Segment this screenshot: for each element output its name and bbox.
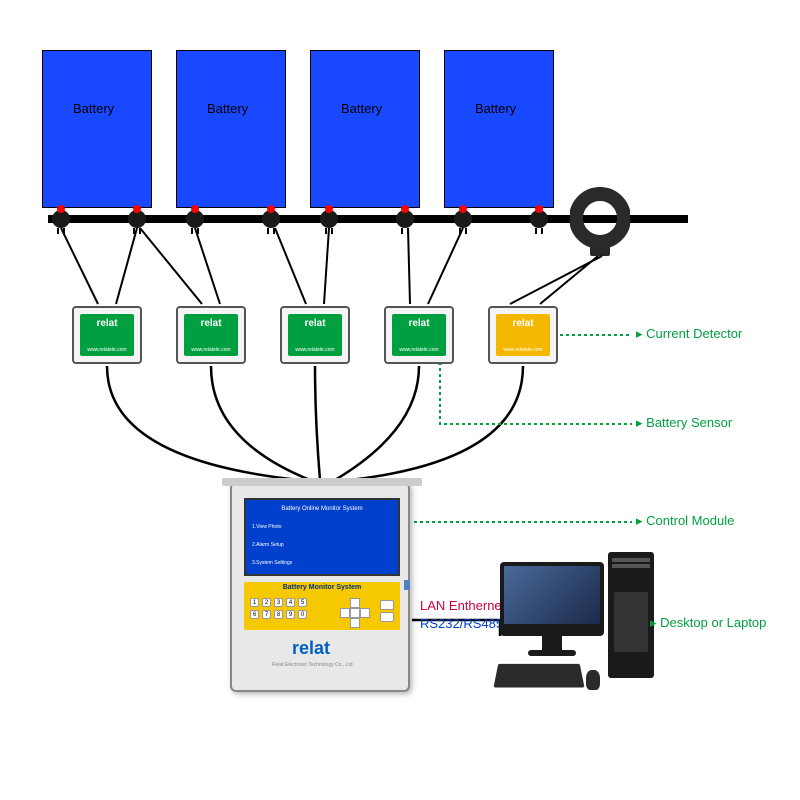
- callout-desktop: ▸ Desktop or Laptop: [650, 615, 766, 631]
- sensor-url: www.relatele.com: [184, 347, 238, 353]
- callout-control-module: ▸ Control Module: [636, 513, 734, 529]
- terminal-dot: [133, 205, 141, 213]
- sensor-url: www.relatele.com: [80, 347, 134, 353]
- sensor-brand: relat: [80, 314, 134, 329]
- keyboard-icon: [494, 664, 585, 688]
- battery-3-label: Battery: [341, 101, 382, 116]
- control-module-keypad: Battery Monitor System 1 2 3 4 5 6 7 8 9…: [244, 582, 400, 630]
- terminal-dot: [267, 205, 275, 213]
- terminal-dot: [535, 205, 543, 213]
- terminal-dot: [191, 205, 199, 213]
- sensor-url: www.relatele.com: [496, 347, 550, 353]
- diagram-canvas: Battery Battery Battery Battery: [0, 0, 800, 800]
- keypad-8[interactable]: 8: [274, 610, 283, 619]
- callout-text: Desktop or Laptop: [660, 615, 766, 630]
- control-module-brand-sub: Relat Electronic Technology Co., Ltd: [272, 662, 353, 668]
- keypad-0[interactable]: 0: [298, 610, 307, 619]
- keypad-6[interactable]: 6: [250, 610, 259, 619]
- screen-title: Battery Online Monitor System: [246, 500, 398, 518]
- battery-sensor-4: relat www.relatele.com: [384, 306, 454, 364]
- callout-current-detector: ▸ Current Detector: [636, 326, 742, 342]
- keypad-9[interactable]: 9: [286, 610, 295, 619]
- callout-text: Control Module: [646, 513, 734, 528]
- battery-sensor-3: relat www.relatele.com: [280, 306, 350, 364]
- keypad-4[interactable]: 4: [286, 598, 295, 607]
- battery-sensor-2: relat www.relatele.com: [176, 306, 246, 364]
- sensor-brand: relat: [288, 314, 342, 329]
- keypad-5[interactable]: 5: [298, 598, 307, 607]
- control-module-screen: Battery Online Monitor System 1.View Pho…: [244, 498, 400, 576]
- lan-label: LAN Enthernet: [420, 598, 505, 613]
- current-sensor: relat www.relatele.com: [488, 306, 558, 364]
- serial-label: RS232/RS485: [420, 616, 503, 631]
- sensor-brand: relat: [392, 314, 446, 329]
- mouse-icon: [586, 670, 600, 690]
- sensor-brand: relat: [184, 314, 238, 329]
- screen-line-2: 2.Alarm Setup: [246, 536, 398, 554]
- callout-battery-sensor: ▸ Battery Sensor: [636, 415, 732, 431]
- arrow-icon: ▸: [636, 326, 643, 341]
- battery-2-label: Battery: [207, 101, 248, 116]
- desktop-computer-icon: [500, 548, 660, 698]
- battery-1: Battery: [42, 50, 152, 208]
- battery-3: Battery: [310, 50, 420, 208]
- terminal-dot: [57, 205, 65, 213]
- keypad-1[interactable]: 1: [250, 598, 259, 607]
- screen-line-1: 1.View Photo: [246, 518, 398, 536]
- sensor-url: www.relatele.com: [392, 347, 446, 353]
- callout-text: Current Detector: [646, 326, 742, 341]
- control-module-brand: relat: [292, 638, 330, 659]
- callout-text: Battery Sensor: [646, 415, 732, 430]
- monitor-icon: [500, 562, 604, 636]
- battery-4-label: Battery: [475, 101, 516, 116]
- arrow-icon: ▸: [636, 513, 643, 528]
- battery-1-label: Battery: [73, 101, 114, 116]
- screen-line-3: 3.System Settings: [246, 554, 398, 572]
- arrow-icon: ▸: [650, 615, 657, 630]
- pc-tower-icon: [608, 552, 654, 678]
- control-module: Battery Online Monitor System 1.View Pho…: [230, 482, 410, 692]
- battery-4: Battery: [444, 50, 554, 208]
- terminal-dot: [325, 205, 333, 213]
- sensor-url: www.relatele.com: [288, 347, 342, 353]
- terminal-dot: [401, 205, 409, 213]
- ct-clamp-icon: [570, 180, 630, 265]
- battery-sensor-1: relat www.relatele.com: [72, 306, 142, 364]
- keypad-2[interactable]: 2: [262, 598, 271, 607]
- monitor-base-icon: [528, 650, 576, 656]
- keypad-3[interactable]: 3: [274, 598, 283, 607]
- arrow-icon: ▸: [636, 415, 643, 430]
- sensor-brand: relat: [496, 314, 550, 329]
- terminal-dot: [459, 205, 467, 213]
- keypad-7[interactable]: 7: [262, 610, 271, 619]
- panel-title: Battery Monitor System: [244, 582, 400, 593]
- battery-2: Battery: [176, 50, 286, 208]
